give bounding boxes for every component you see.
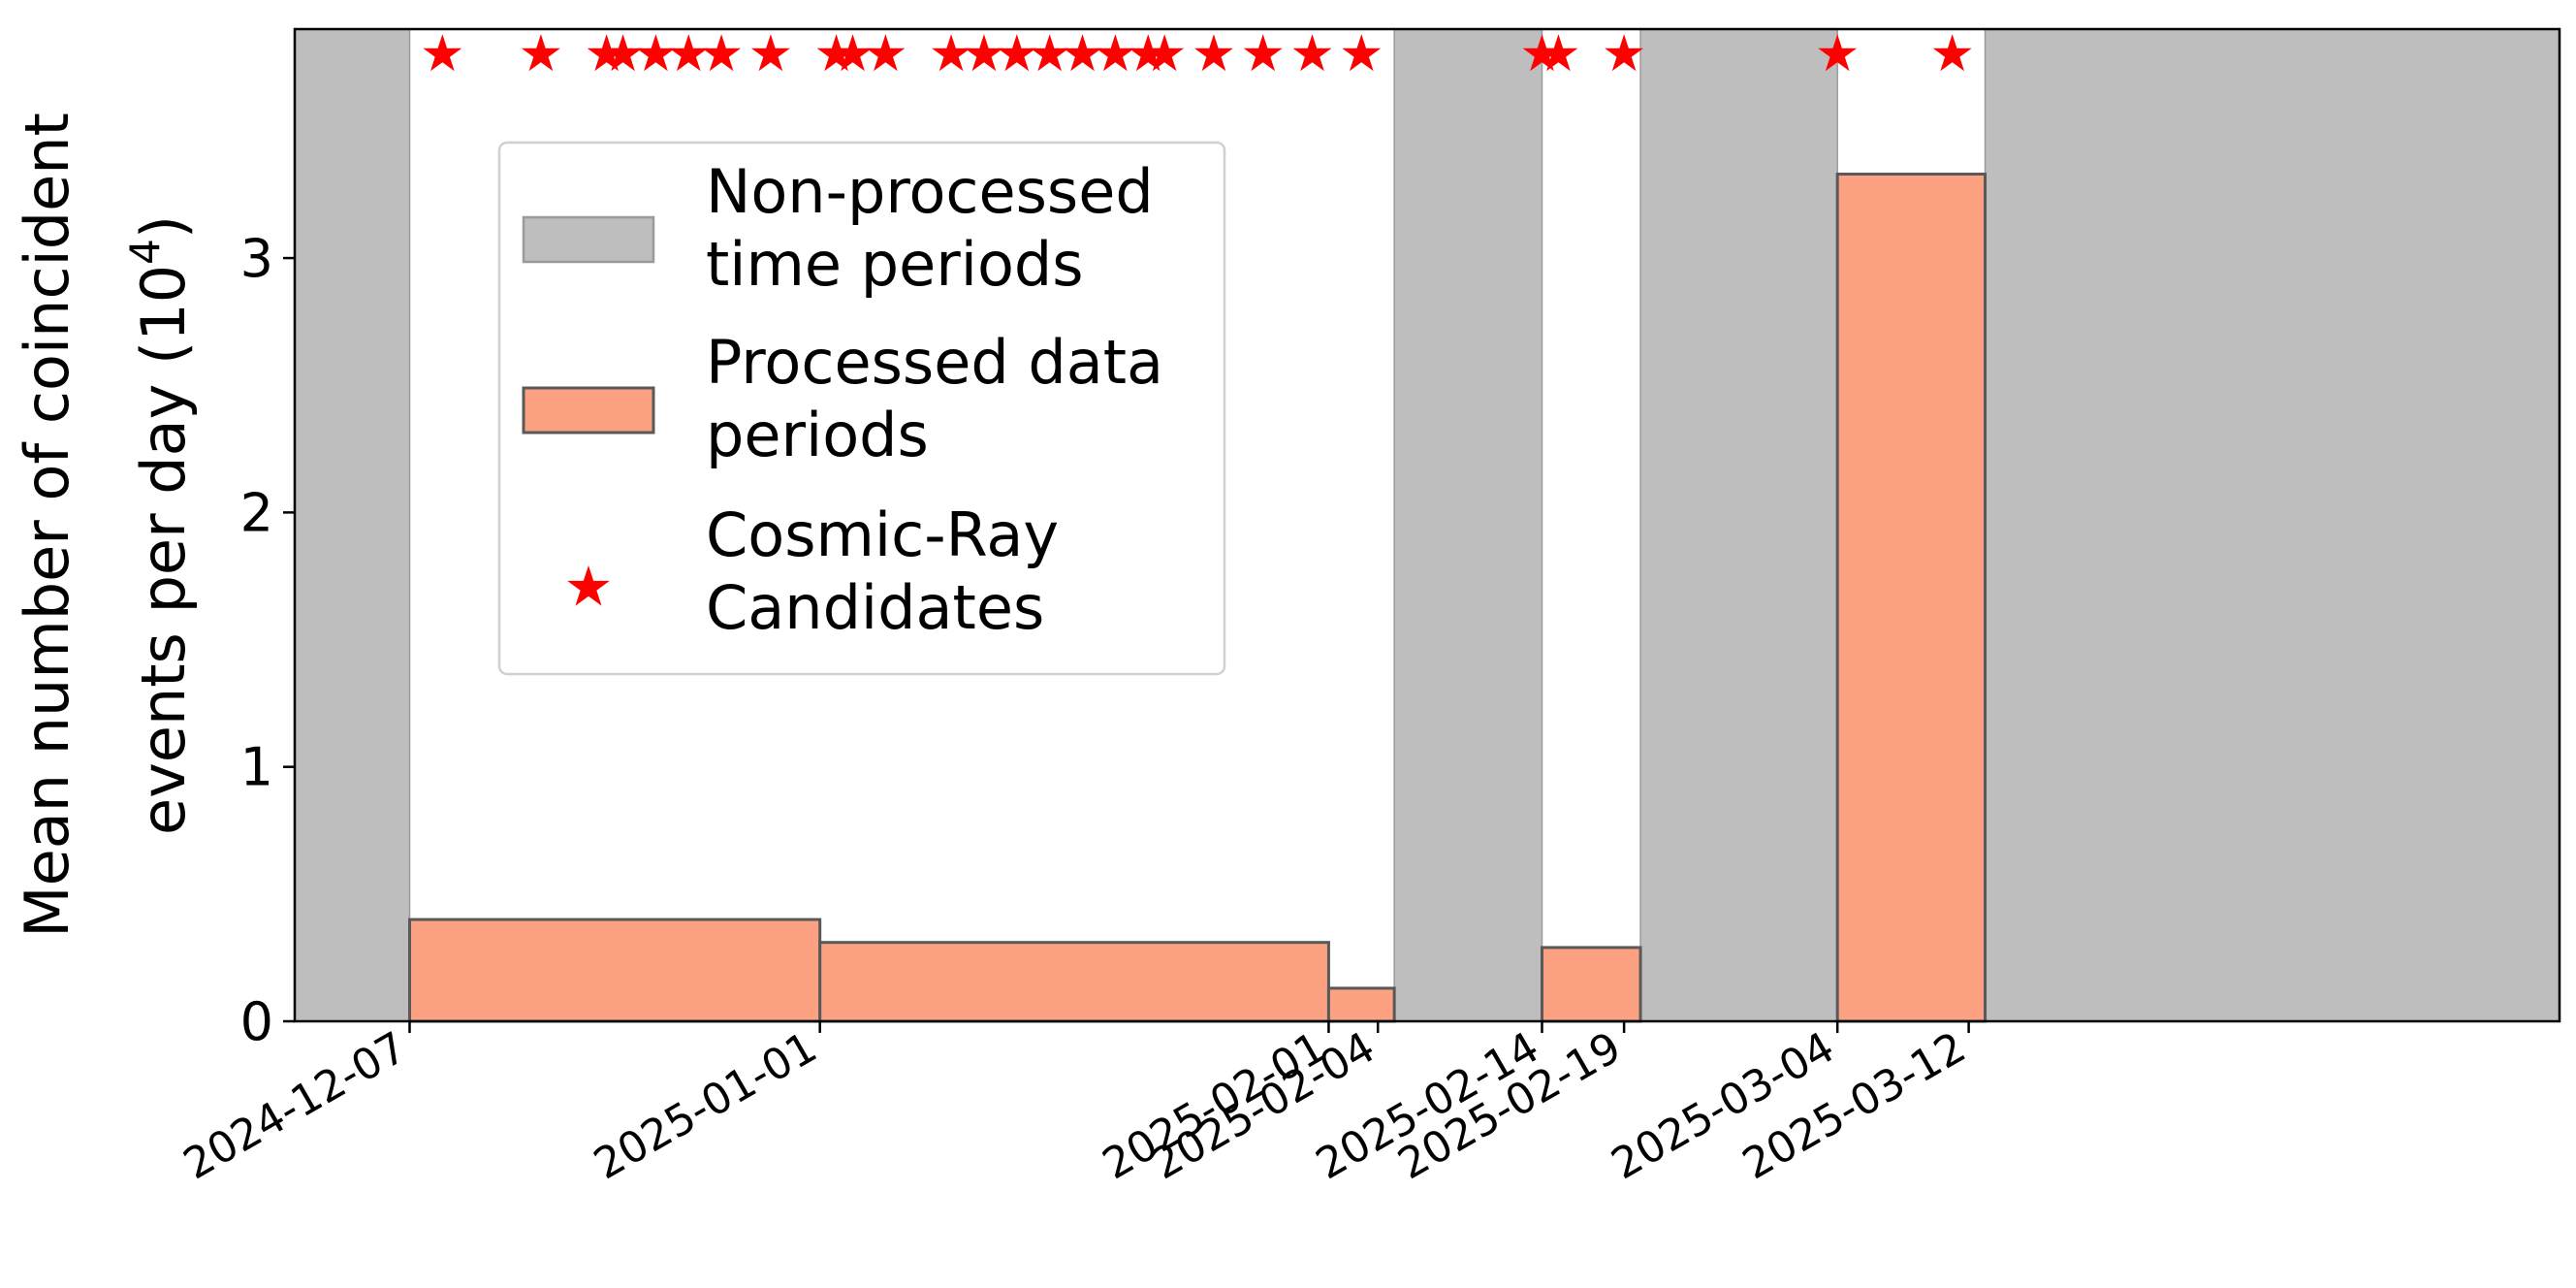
cosmic-ray-candidate-star <box>833 34 873 72</box>
y-tick-label: 0 <box>240 991 273 1052</box>
cosmic-ray-candidate-star <box>866 34 906 72</box>
legend-swatch-non-processed <box>522 215 655 264</box>
cosmic-ray-candidate-star <box>932 34 971 72</box>
cosmic-ray-candidate-star <box>750 34 790 72</box>
non-processed-period <box>294 28 411 1022</box>
legend-label-line: periods <box>706 400 929 470</box>
y-axis-label-exponent: 4 <box>121 239 169 265</box>
y-tick-label: 2 <box>240 482 273 543</box>
cosmic-ray-candidate-star <box>1096 34 1135 72</box>
processed-bar <box>1326 986 1396 1023</box>
non-processed-period <box>1984 28 2560 1022</box>
non-processed-period <box>1639 28 1838 1022</box>
cosmic-ray-candidate-star <box>702 34 742 72</box>
processed-bar <box>407 918 822 1023</box>
cosmic-ray-candidate-star <box>1818 34 1858 72</box>
x-axis: 2024-12-07 2025-01-01 2025-02-012025-02-04… <box>175 1021 1974 1189</box>
y-axis-label: Mean number of coincident events per day … <box>12 113 199 938</box>
processed-bar <box>1835 173 1988 1023</box>
cosmic-ray-candidate-star <box>603 34 643 72</box>
non-processed-period <box>1393 28 1543 1022</box>
cosmic-ray-candidate-star <box>669 34 709 72</box>
y-axis-label-line-2: events per day (104) <box>121 215 199 835</box>
y-axis-label-text: events per day (10 <box>128 265 199 835</box>
cosmic-ray-candidate-star <box>816 34 856 72</box>
non-processed-periods <box>294 28 2560 1022</box>
cosmic-ray-candidate-star <box>1292 34 1332 72</box>
cosmic-ray-candidate-star <box>1145 34 1185 72</box>
cosmic-ray-candidate-star <box>964 34 1003 72</box>
cosmic-ray-candidate-star <box>1129 34 1168 72</box>
cosmic-ray-candidate-star <box>587 34 626 72</box>
legend-label-line: Non-processed <box>706 156 1154 227</box>
legend-label-line: Processed data <box>706 327 1163 398</box>
cosmic-ray-candidate-star <box>1605 34 1644 72</box>
cosmic-ray-candidate-star <box>423 34 462 72</box>
legend-label-line: Cosmic-Ray <box>706 499 1059 570</box>
cosmic-ray-candidate-star <box>1539 34 1578 72</box>
legend-star-icon <box>567 565 610 606</box>
x-tick-label: 2024-12-07 <box>175 1022 415 1189</box>
y-axis-label-close: ) <box>128 215 199 239</box>
processed-bar <box>818 941 1330 1023</box>
legend-swatch-processed <box>522 386 655 435</box>
cosmic-ray-candidate-star <box>521 34 560 72</box>
legend-label-line: Candidates <box>706 572 1044 643</box>
y-tick-label: 3 <box>240 228 273 289</box>
cosmic-ray-candidate-star <box>1522 34 1562 72</box>
cosmic-ray-candidate-star <box>636 34 676 72</box>
y-axis: 0 1 2 3 <box>240 228 295 1052</box>
cosmic-ray-candidate-star <box>1063 34 1102 72</box>
plot-frame <box>293 27 2561 1023</box>
cosmic-ray-candidate-star <box>1932 34 1972 72</box>
y-tick-label: 1 <box>240 737 273 798</box>
y-axis-label-line-1: Mean number of coincident <box>12 113 82 938</box>
cosmic-ray-candidate-star <box>997 34 1036 72</box>
x-tick-label: 2025-01-01 <box>586 1022 825 1189</box>
cosmic-ray-candidates <box>423 34 1972 72</box>
legend-box <box>497 141 1226 676</box>
legend-label-line: time periods <box>706 229 1084 300</box>
processed-bar <box>1540 946 1642 1023</box>
cosmic-ray-candidate-star <box>1243 34 1283 72</box>
cosmic-ray-candidate-star <box>1342 34 1382 72</box>
cosmic-ray-candidate-star <box>1193 34 1233 72</box>
cosmic-ray-candidate-star <box>1030 34 1069 72</box>
